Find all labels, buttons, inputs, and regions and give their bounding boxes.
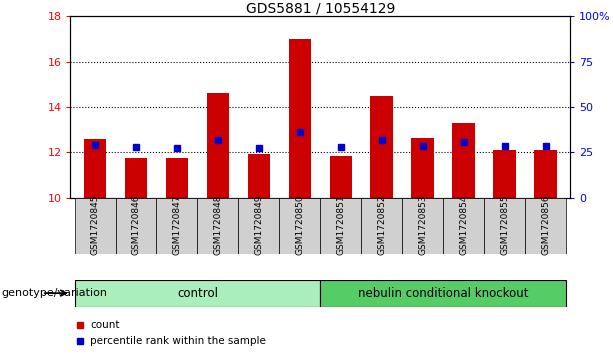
Bar [238, 198, 280, 254]
Bar [207, 94, 229, 198]
Text: GSM1720845: GSM1720845 [91, 195, 99, 255]
Text: GSM1720855: GSM1720855 [500, 195, 509, 255]
Text: GSM1720848: GSM1720848 [213, 195, 223, 255]
Text: GSM1720849: GSM1720849 [254, 195, 264, 255]
Text: percentile rank within the sample: percentile rank within the sample [91, 336, 267, 346]
Bar [197, 198, 238, 254]
Text: GSM1720846: GSM1720846 [132, 195, 140, 255]
Bar [452, 123, 475, 198]
Text: GSM1720856: GSM1720856 [541, 195, 550, 255]
Bar [156, 198, 197, 254]
Text: genotype/variation: genotype/variation [1, 288, 107, 298]
Bar [321, 198, 361, 254]
Text: GSM1720851: GSM1720851 [337, 195, 345, 255]
Bar [75, 280, 321, 307]
Bar [402, 198, 443, 254]
Bar [84, 139, 106, 198]
Bar [75, 198, 115, 254]
Title: GDS5881 / 10554129: GDS5881 / 10554129 [246, 1, 395, 15]
Bar [166, 158, 188, 198]
Bar [248, 154, 270, 198]
Text: GSM1720850: GSM1720850 [295, 195, 304, 255]
Bar [484, 198, 525, 254]
Text: nebulin conditional knockout: nebulin conditional knockout [358, 287, 528, 299]
Bar [125, 158, 147, 198]
Bar [370, 96, 393, 198]
Text: count: count [91, 320, 120, 330]
Text: GSM1720853: GSM1720853 [418, 195, 427, 255]
Bar [330, 156, 352, 198]
Bar [361, 198, 402, 254]
Bar [535, 150, 557, 198]
Bar [280, 198, 321, 254]
Bar [321, 280, 566, 307]
Bar [411, 138, 434, 198]
Text: GSM1720854: GSM1720854 [459, 195, 468, 255]
Bar [493, 150, 516, 198]
Text: control: control [177, 287, 218, 299]
Text: GSM1720852: GSM1720852 [377, 195, 386, 255]
Bar [525, 198, 566, 254]
Bar [115, 198, 156, 254]
Text: GSM1720847: GSM1720847 [172, 195, 181, 255]
Bar [289, 39, 311, 198]
Bar [443, 198, 484, 254]
